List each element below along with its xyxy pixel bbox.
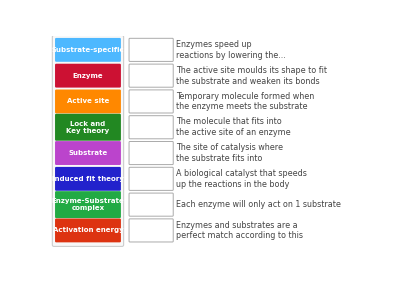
Text: Enzyme-Substrate
complex: Enzyme-Substrate complex	[52, 198, 124, 211]
Text: Activation energy: Activation energy	[52, 227, 123, 233]
Text: The active site moulds its shape to fit
the substrate and weaken its bonds: The active site moulds its shape to fit …	[176, 66, 327, 86]
Text: Enzymes speed up
reactions by lowering the...: Enzymes speed up reactions by lowering t…	[176, 40, 286, 60]
Text: Substrate: Substrate	[68, 150, 108, 156]
FancyBboxPatch shape	[55, 141, 121, 165]
Text: Each enzyme will only act on 1 substrate: Each enzyme will only act on 1 substrate	[176, 200, 341, 209]
FancyBboxPatch shape	[55, 89, 121, 113]
FancyBboxPatch shape	[129, 219, 173, 242]
Text: The molecule that fits into
the active site of an enzyme: The molecule that fits into the active s…	[176, 117, 291, 137]
FancyBboxPatch shape	[129, 142, 173, 165]
FancyBboxPatch shape	[129, 193, 173, 216]
Text: Active site: Active site	[67, 98, 109, 104]
FancyBboxPatch shape	[55, 64, 121, 88]
FancyBboxPatch shape	[129, 38, 173, 61]
FancyBboxPatch shape	[55, 218, 121, 242]
Text: Substrate-specific: Substrate-specific	[52, 47, 124, 53]
FancyBboxPatch shape	[55, 191, 121, 218]
Text: Induced fit theory: Induced fit theory	[52, 176, 124, 182]
FancyBboxPatch shape	[129, 90, 173, 113]
FancyBboxPatch shape	[129, 167, 173, 190]
Text: The site of catalysis where
the substrate fits into: The site of catalysis where the substrat…	[176, 143, 283, 163]
Text: Enzyme: Enzyme	[73, 73, 103, 79]
FancyBboxPatch shape	[52, 35, 124, 246]
Text: A biological catalyst that speeds
up the reactions in the body: A biological catalyst that speeds up the…	[176, 169, 307, 189]
Text: Temporary molecule formed when
the enzyme meets the substrate: Temporary molecule formed when the enzym…	[176, 92, 314, 111]
FancyBboxPatch shape	[55, 167, 121, 191]
Text: Lock and
Key theory: Lock and Key theory	[66, 121, 110, 134]
FancyBboxPatch shape	[55, 114, 121, 141]
FancyBboxPatch shape	[129, 64, 173, 87]
FancyBboxPatch shape	[55, 38, 121, 62]
FancyBboxPatch shape	[129, 116, 173, 139]
Text: Enzymes and substrates are a
perfect match according to this: Enzymes and substrates are a perfect mat…	[176, 220, 303, 240]
